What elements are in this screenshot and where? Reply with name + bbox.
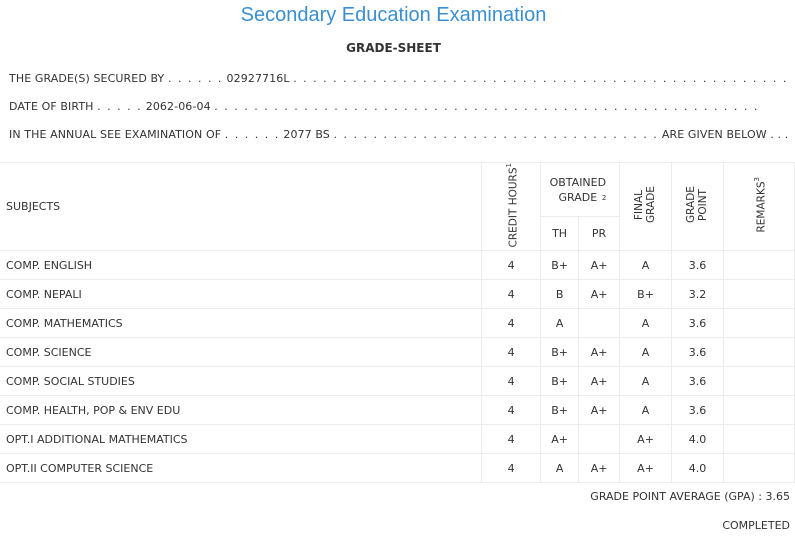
- header-credit-hours: CREDIT HOURS1: [481, 161, 542, 252]
- final-grade-cell: B+: [619, 279, 673, 310]
- pr-grade-cell: A+: [578, 250, 621, 281]
- subject-cell: COMP. MATHEMATICS: [0, 308, 483, 339]
- pr-grade-cell: [578, 424, 621, 455]
- header-remarks: REMARKS3: [723, 161, 795, 252]
- table-row: OPT.I ADDITIONAL MATHEMATICS 4 A+ A+ 4.0: [0, 424, 795, 455]
- header-pr: PR: [578, 216, 621, 252]
- credit-cell: 4: [481, 250, 542, 281]
- subject-cell: OPT.I ADDITIONAL MATHEMATICS: [0, 424, 483, 455]
- dob-label: DATE OF BIRTH: [9, 100, 94, 113]
- gpa-line: GRADE POINT AVERAGE (GPA) : 3.65: [590, 490, 790, 503]
- credit-cell: 4: [481, 279, 542, 310]
- dots: . . . . . .: [224, 128, 280, 141]
- credit-cell: 4: [481, 337, 542, 368]
- grade-point-cell: 4.0: [671, 453, 724, 484]
- subject-cell: COMP. SOCIAL STUDIES: [0, 366, 483, 397]
- symbol-label: THE GRADE(S) SECURED BY: [9, 72, 165, 85]
- grade-point-cell: 3.6: [671, 250, 724, 281]
- dots: . . . . . . . . . . . . . . . . . . . . …: [293, 72, 788, 85]
- credit-cell: 4: [481, 308, 542, 339]
- dots: . . . . . .: [167, 72, 223, 85]
- info-line-dob: DATE OF BIRTH . . . . . 2062-06-04 . . .…: [9, 100, 759, 113]
- subject-cell: COMP. NEPALI: [0, 279, 483, 310]
- grade-point-cell: 3.6: [671, 366, 724, 397]
- gpa-value: 3.65: [765, 490, 791, 503]
- header-th: TH: [540, 216, 580, 252]
- pr-grade-cell: [578, 308, 621, 339]
- grade-table: SUBJECTS CREDIT HOURS1 OBTAINED GRADE 2 F…: [0, 161, 795, 484]
- table-row: COMP. MATHEMATICS 4 A A 3.6: [0, 308, 795, 339]
- table-row: COMP. ENGLISH 4 B+ A+ A 3.6: [0, 250, 795, 281]
- header-grade-point: GRADE POINT: [671, 161, 724, 252]
- th-grade-cell: B+: [540, 337, 580, 368]
- exam-label: IN THE ANNUAL SEE EXAMINATION OF: [9, 128, 222, 141]
- grade-point-cell: 3.2: [671, 279, 724, 310]
- credit-cell: 4: [481, 453, 542, 484]
- th-grade-cell: A+: [540, 424, 580, 455]
- th-grade-cell: B+: [540, 366, 580, 397]
- page-title: Secondary Education Examination: [240, 4, 547, 26]
- pr-grade-cell: A+: [578, 395, 621, 426]
- final-grade-cell: A: [619, 395, 673, 426]
- subject-cell: OPT.II COMPUTER SCIENCE: [0, 453, 483, 484]
- exam-tail: ARE GIVEN BELOW . . .: [661, 128, 789, 141]
- dots: . . . . .: [97, 100, 143, 113]
- final-grade-cell: A+: [619, 424, 673, 455]
- header-final-grade: FINAL GRADE: [619, 161, 673, 252]
- grade-sheet-heading: GRADE-SHEET: [346, 41, 441, 55]
- remarks-cell: [723, 250, 795, 281]
- final-grade-cell: A: [619, 366, 673, 397]
- grade-point-cell: 4.0: [671, 424, 724, 455]
- remarks-cell: [723, 279, 795, 310]
- grade-point-cell: 3.6: [671, 308, 724, 339]
- pr-grade-cell: A+: [578, 337, 621, 368]
- remarks-cell: [723, 395, 795, 426]
- final-grade-cell: A: [619, 337, 673, 368]
- pr-grade-cell: A+: [578, 366, 621, 397]
- info-line-symbol: THE GRADE(S) SECURED BY . . . . . . 0292…: [9, 72, 788, 85]
- remarks-cell: [723, 424, 795, 455]
- final-grade-cell: A+: [619, 453, 673, 484]
- credit-cell: 4: [481, 395, 542, 426]
- subject-cell: COMP. ENGLISH: [0, 250, 483, 281]
- remarks-cell: [723, 366, 795, 397]
- subject-cell: COMP. HEALTH, POP & ENV EDU: [0, 395, 483, 426]
- pr-grade-cell: A+: [578, 279, 621, 310]
- th-grade-cell: B+: [540, 250, 580, 281]
- th-grade-cell: A: [540, 308, 580, 339]
- remarks-cell: [723, 453, 795, 484]
- pr-grade-cell: A+: [578, 453, 621, 484]
- grade-point-cell: 3.6: [671, 337, 724, 368]
- th-grade-cell: B: [540, 279, 580, 310]
- header-obtained-grade: OBTAINED GRADE 2: [540, 161, 621, 218]
- credit-cell: 4: [481, 424, 542, 455]
- info-line-exam: IN THE ANNUAL SEE EXAMINATION OF . . . .…: [9, 128, 788, 141]
- dots: . . . . . . . . . . . . . . . . . . . . …: [333, 128, 659, 141]
- table-row: COMP. HEALTH, POP & ENV EDU 4 B+ A+ A 3.6: [0, 395, 795, 426]
- table-row: COMP. SOCIAL STUDIES 4 B+ A+ A 3.6: [0, 366, 795, 397]
- final-grade-cell: A: [619, 308, 673, 339]
- header-subjects: SUBJECTS: [0, 161, 483, 252]
- table-row: COMP. NEPALI 4 B A+ B+ 3.2: [0, 279, 795, 310]
- status-text: COMPLETED: [722, 519, 790, 532]
- dots: . . . . . . . . . . . . . . . . . . . . …: [214, 100, 759, 113]
- final-grade-cell: A: [619, 250, 673, 281]
- subject-cell: COMP. SCIENCE: [0, 337, 483, 368]
- dob-value: 2062-06-04: [145, 100, 211, 113]
- remarks-cell: [723, 337, 795, 368]
- th-grade-cell: B+: [540, 395, 580, 426]
- grade-point-cell: 3.6: [671, 395, 724, 426]
- remarks-cell: [723, 308, 795, 339]
- exam-year: 2077 BS: [283, 128, 330, 141]
- gpa-label: GRADE POINT AVERAGE (GPA) :: [590, 490, 762, 503]
- symbol-number: 02927716L: [226, 72, 290, 85]
- table-row: OPT.II COMPUTER SCIENCE 4 A A+ A+ 4.0: [0, 453, 795, 484]
- table-row: COMP. SCIENCE 4 B+ A+ A 3.6: [0, 337, 795, 368]
- credit-cell: 4: [481, 366, 542, 397]
- th-grade-cell: A: [540, 453, 580, 484]
